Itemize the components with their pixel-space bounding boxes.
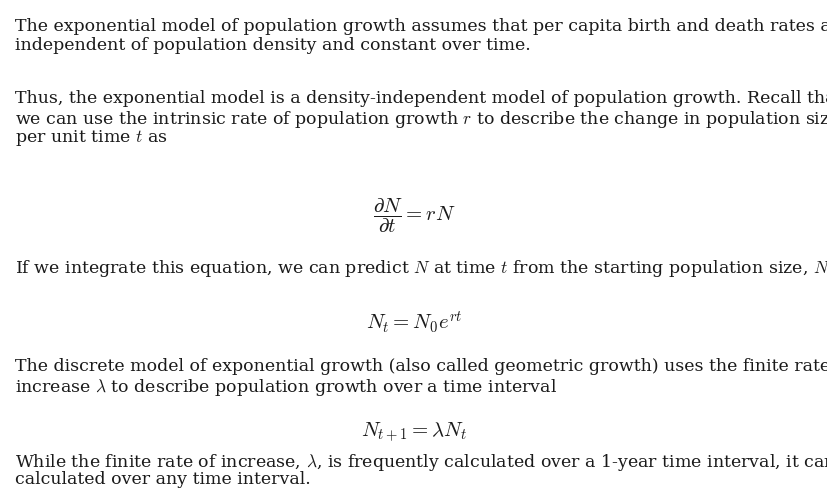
Text: independent of population density and constant over time.: independent of population density and co… xyxy=(15,37,530,54)
Text: The exponential model of population growth assumes that per capita birth and dea: The exponential model of population grow… xyxy=(15,18,827,35)
Text: $\dfrac{\partial N}{\partial t} = rN$: $\dfrac{\partial N}{\partial t} = rN$ xyxy=(372,196,455,235)
Text: While the finite rate of increase, $\lambda$, is frequently calculated over a 1-: While the finite rate of increase, $\lam… xyxy=(15,452,827,473)
Text: If we integrate this equation, we can predict $N$ at time $t$ from the starting : If we integrate this equation, we can pr… xyxy=(15,258,827,279)
Text: $N_t = N_0 e^{rt}$: $N_t = N_0 e^{rt}$ xyxy=(366,310,461,336)
Text: calculated over any time interval.: calculated over any time interval. xyxy=(15,471,310,488)
Text: $N_{t+1} = \lambda N_t$: $N_{t+1} = \lambda N_t$ xyxy=(361,420,466,444)
Text: we can use the intrinsic rate of population growth $r$ to describe the change in: we can use the intrinsic rate of populat… xyxy=(15,109,827,130)
Text: increase $\lambda$ to describe population growth over a time interval: increase $\lambda$ to describe populatio… xyxy=(15,377,557,398)
Text: Thus, the exponential model is a density-independent model of population growth.: Thus, the exponential model is a density… xyxy=(15,90,827,107)
Text: The discrete model of exponential growth (also called geometric growth) uses the: The discrete model of exponential growth… xyxy=(15,358,827,375)
Text: per unit time $t$ as: per unit time $t$ as xyxy=(15,128,168,148)
